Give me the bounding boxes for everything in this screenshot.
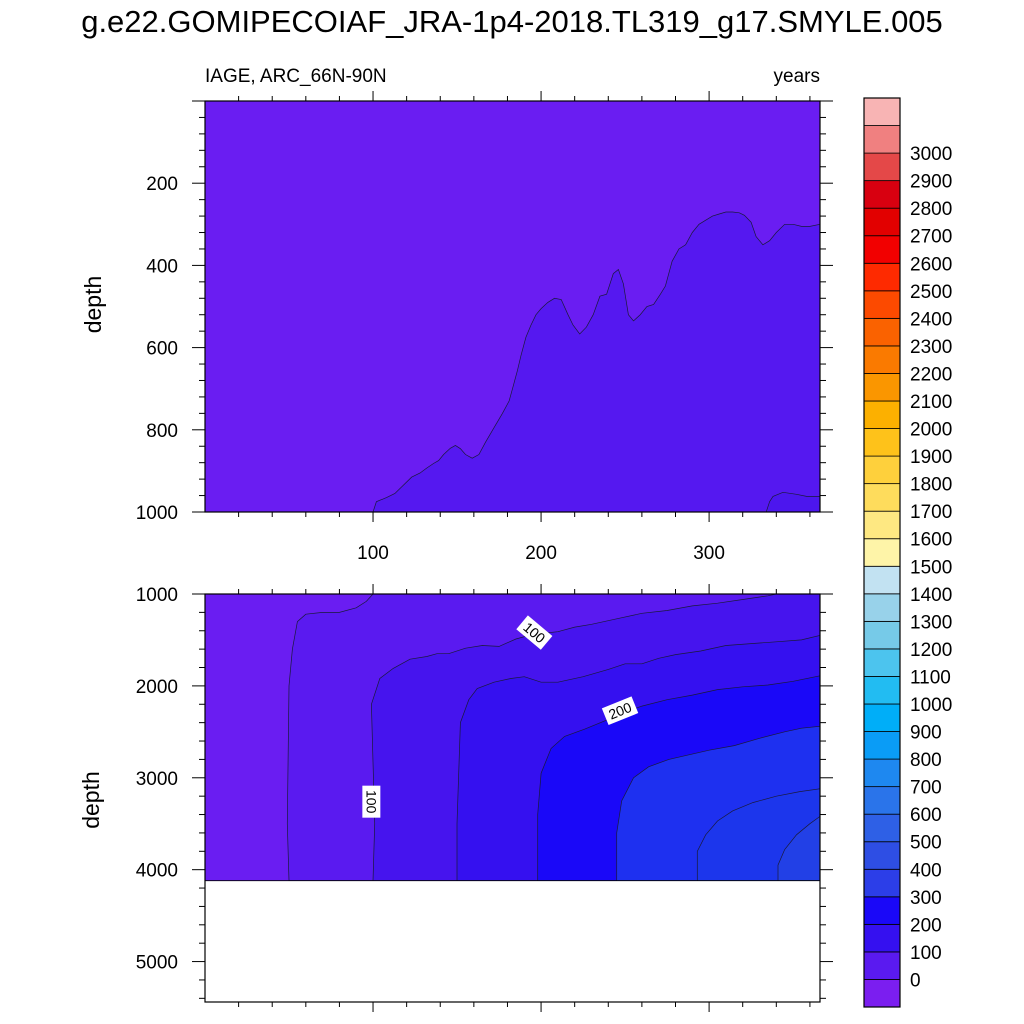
colorbar-tick-label: 800 [910, 750, 942, 771]
contour-label: 200 [601, 696, 639, 726]
colorbar-tick-label: 2900 [910, 172, 952, 193]
colorbar-box [863, 290, 901, 319]
top-y-tick-label: 800 [146, 421, 178, 442]
top-band-1 [372, 211, 821, 513]
colorbar-box [863, 235, 901, 264]
colorbar-tick-label: 100 [910, 943, 942, 964]
colorbar-tick-label: 1100 [910, 667, 951, 688]
bottom-plot-frame [204, 593, 821, 1003]
colorbar-box [863, 97, 901, 126]
top-y-tick-label: 1000 [136, 503, 178, 524]
colorbar-tick-label: 1600 [910, 530, 952, 551]
colorbar-tick-label: 1400 [910, 585, 952, 606]
colorbar-box [863, 152, 901, 182]
colorbar-tick-label: 1500 [910, 557, 952, 578]
colorbar-tick-label: 1900 [910, 447, 952, 468]
figure-title: g.e22.GOMIPECOIAF_JRA-1p4-2018.TL319_g17… [81, 4, 943, 39]
colorbar-tick-label: 600 [910, 805, 942, 826]
colorbar-tick-label: 3000 [910, 144, 952, 165]
colorbar-box [863, 538, 901, 567]
colorbar-box [863, 317, 901, 347]
colorbar-tick-label: 1300 [910, 612, 952, 633]
colorbar-box [863, 373, 901, 402]
bottom-y-tick-label: 4000 [136, 861, 178, 882]
colorbar-box [863, 400, 901, 429]
colorbar-box [863, 455, 901, 485]
top-y-axis-label: depth [80, 276, 106, 334]
contour-label: 100 [362, 785, 381, 818]
colorbar-frame [863, 97, 901, 1008]
colorbar-tick-label: 700 [910, 778, 942, 799]
colorbar-tick-label: 2100 [910, 392, 952, 413]
colorbar-tick-label: 0 [910, 970, 921, 991]
colorbar-box [863, 841, 901, 870]
colorbar-box [863, 565, 901, 595]
colorbar-box [863, 345, 901, 374]
colorbar-tick-label: 200 [910, 915, 942, 936]
colorbar-box [863, 758, 901, 788]
top-band-2 [765, 491, 821, 513]
colorbar-tick-label: 1700 [910, 502, 952, 523]
colorbar: 0 100 200 300 400 500 600 700 800 900 1000 1100 1200… [863, 97, 952, 1008]
colorbar-tick-label: 400 [910, 860, 942, 881]
colorbar-box [863, 648, 901, 677]
colorbar-box [863, 207, 901, 237]
top-y-tick-label: 400 [146, 256, 178, 277]
colorbar-box [863, 703, 901, 732]
contour-label-bg [362, 785, 381, 818]
colorbar-box [863, 951, 901, 980]
bottom-y-tick-label: 5000 [136, 953, 178, 974]
colorbar-tick-label: 300 [910, 888, 942, 909]
panel-top: 100 200 300 200 400 600 800 1000 depth IAGE, ARC_… [80, 66, 833, 564]
colorbar-tick-label: 500 [910, 833, 942, 854]
bottom-no-data-area [205, 880, 820, 1002]
top-y-tick-label: 600 [146, 339, 178, 360]
top-x-tick-label: 300 [693, 543, 725, 564]
colorbar-tick-label: 2000 [910, 420, 952, 441]
colorbar-box [863, 923, 901, 953]
colorbar-tick-label: 1200 [910, 640, 952, 661]
colorbar-tick-label: 2700 [910, 227, 952, 248]
colorbar-tick-label: 2400 [910, 309, 952, 330]
contour-label-bg [516, 615, 553, 650]
colorbar-box [863, 483, 901, 512]
colorbar-tick-label: 900 [910, 723, 942, 744]
colorbar-box [863, 262, 901, 292]
colorbar-box [863, 786, 901, 815]
colorbar-tick-label: 1800 [910, 475, 952, 496]
colorbar-box [863, 620, 901, 650]
colorbar-box [863, 510, 901, 540]
bottom-y-tick-label: 3000 [136, 769, 178, 790]
top-plot-frame [204, 100, 821, 513]
colorbar-tick-label: 2300 [910, 337, 952, 358]
colorbar-box [863, 979, 901, 1008]
colorbar-tick-label: 2200 [910, 364, 952, 385]
top-right-title: years [774, 66, 820, 87]
colorbar-box [863, 125, 901, 154]
top-y-tick-label: 200 [146, 174, 178, 195]
colorbar-box [863, 676, 901, 705]
bottom-y-axis-label: depth [78, 771, 104, 829]
colorbar-box [863, 593, 901, 622]
colorbar-box [863, 180, 901, 209]
colorbar-box [863, 731, 901, 760]
top-x-tick-label: 100 [357, 543, 389, 564]
colorbar-tick-label: 2500 [910, 282, 952, 303]
colorbar-tick-label: 2600 [910, 254, 952, 275]
colorbar-box [863, 813, 901, 843]
colorbar-tick-label: 1000 [910, 695, 952, 716]
colorbar-box [863, 428, 901, 457]
top-x-tick-label: 200 [525, 543, 557, 564]
contour-label-bg [601, 696, 639, 726]
colorbar-tick-label: 2800 [910, 199, 952, 220]
bottom-y-tick-label: 2000 [136, 677, 178, 698]
colorbar-box [863, 896, 901, 925]
top-left-title: IAGE, ARC_66N-90N [205, 66, 387, 87]
contour-label-text: 100 [363, 790, 379, 814]
bottom-y-tick-label: 1000 [136, 585, 178, 606]
colorbar-box [863, 868, 901, 898]
